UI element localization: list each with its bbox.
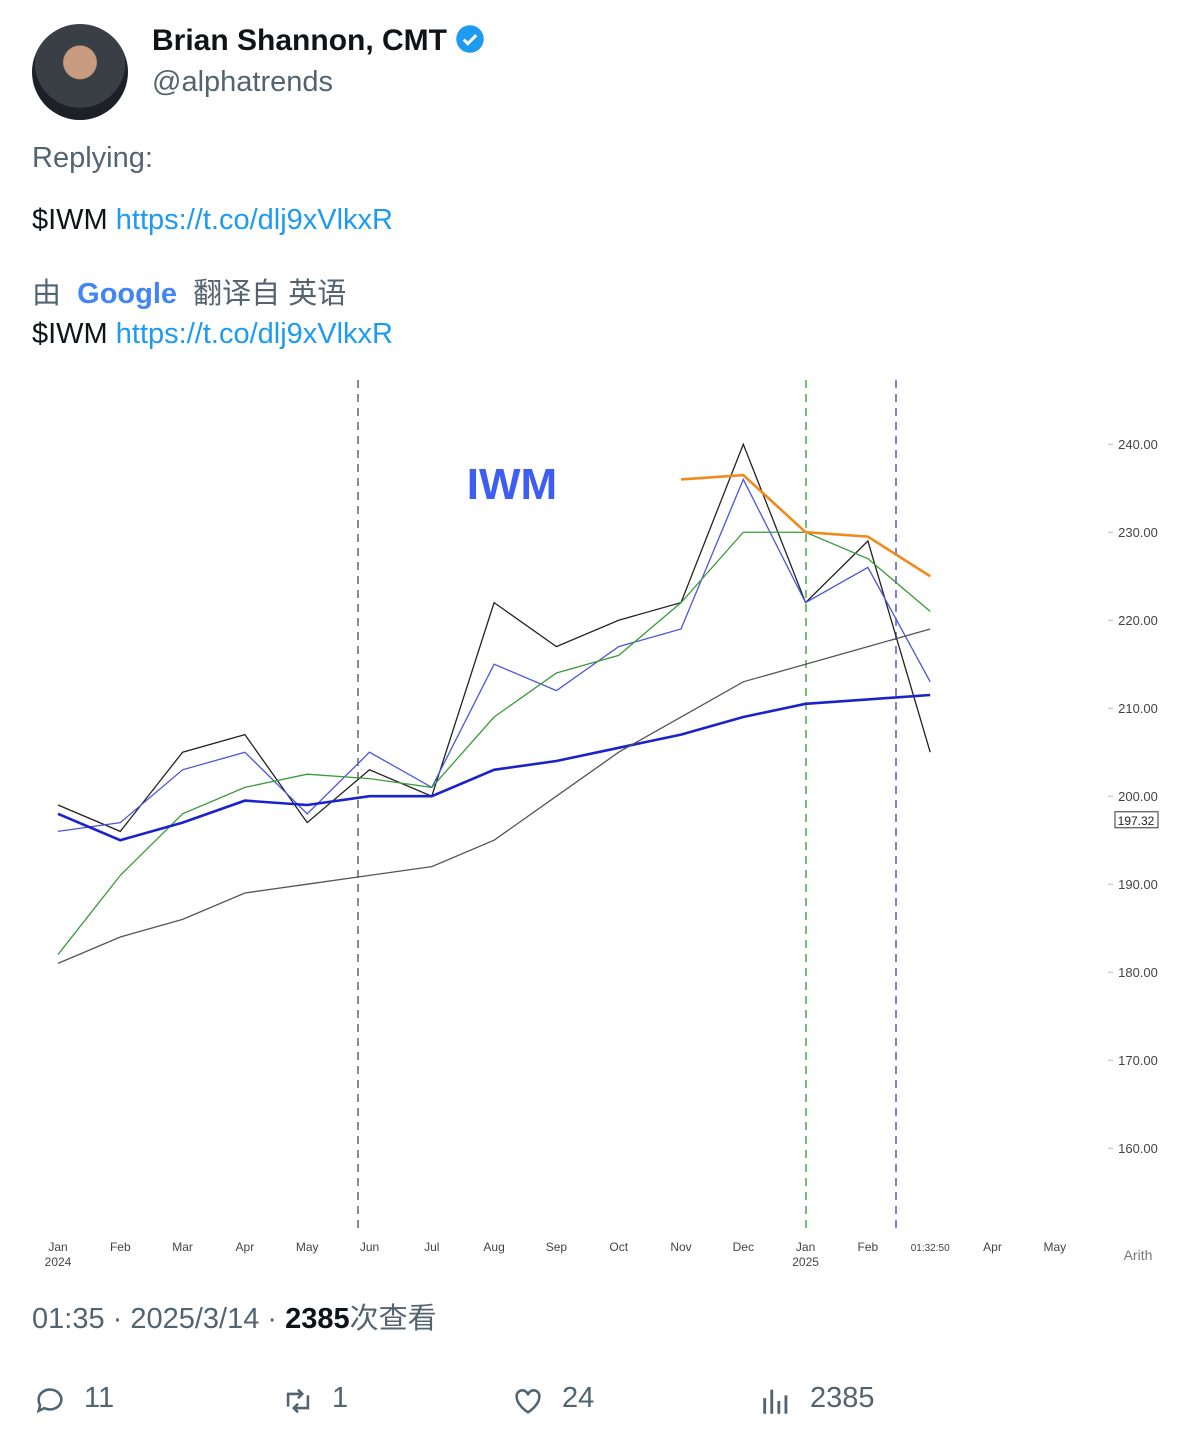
x-tick-label: Feb bbox=[110, 1240, 131, 1254]
x-tick-label: Dec bbox=[733, 1240, 754, 1254]
display-name[interactable]: Brian Shannon, CMT bbox=[152, 24, 485, 58]
x-tick-label: Jan bbox=[48, 1240, 67, 1254]
reply-label: Replying: bbox=[32, 142, 153, 174]
y-tick-label: 160.00 bbox=[1118, 1141, 1158, 1156]
x-tick-label: Oct bbox=[609, 1240, 628, 1254]
x-tick-label: Apr bbox=[236, 1240, 255, 1254]
x-tick-label: Jun bbox=[360, 1240, 379, 1254]
name-text: Brian Shannon, CMT bbox=[152, 24, 447, 57]
like-count: 24 bbox=[562, 1382, 595, 1414]
views-count: 2385 bbox=[285, 1303, 350, 1335]
series-line bbox=[680, 473, 931, 578]
y-tick-label: 190.00 bbox=[1118, 877, 1158, 892]
views-action-count: 2385 bbox=[810, 1382, 875, 1414]
views-icon[interactable] bbox=[758, 1384, 794, 1418]
like-icon[interactable] bbox=[510, 1384, 546, 1418]
x-tick-label: Nov bbox=[670, 1240, 691, 1254]
y-tick-label: 230.00 bbox=[1118, 525, 1158, 540]
series-line bbox=[57, 628, 931, 964]
x-tick-label: Jan bbox=[796, 1240, 815, 1254]
reply-icon[interactable] bbox=[32, 1384, 68, 1418]
translated-from: 翻译自 英语 bbox=[193, 278, 347, 310]
x-tick-label: May bbox=[296, 1240, 319, 1254]
x-tick-label: Jul bbox=[424, 1240, 439, 1254]
google-logo: Google bbox=[77, 278, 178, 310]
link[interactable]: https://t.co/dlj9xVlkxR bbox=[115, 318, 393, 350]
views-suffix: 次查看 bbox=[349, 1303, 437, 1335]
series-line bbox=[57, 442, 931, 833]
series-line bbox=[57, 693, 931, 842]
link[interactable]: https://t.co/dlj9xVlkxR bbox=[115, 204, 393, 236]
x-tick-label: Apr bbox=[983, 1240, 1002, 1254]
time: 01:35 · 2025/3/14 · bbox=[32, 1303, 286, 1335]
repost-count: 1 bbox=[332, 1382, 349, 1414]
x-tick-label: 01:32:50 bbox=[911, 1243, 950, 1254]
y-tick-label: 240.00 bbox=[1118, 437, 1158, 452]
last-price-box bbox=[1114, 811, 1159, 829]
timestamp: 01:35 · 2025/3/14 · 2385次查看 bbox=[32, 1295, 437, 1337]
chart[interactable]: IWM Arith 160.00 170.00 180.00 190.00 200.00… bbox=[0, 375, 1196, 1275]
tweet-text: $IWM https://t.co/dlj9xVlkxR bbox=[32, 204, 393, 237]
x-tick-label: Aug bbox=[483, 1240, 504, 1254]
y-tick-label: 200.00 bbox=[1118, 789, 1158, 804]
last-price-label: 197.32 bbox=[1118, 814, 1155, 828]
reply-count: 11 bbox=[84, 1382, 115, 1414]
y-tick-label: 210.00 bbox=[1118, 701, 1158, 716]
series-line bbox=[57, 477, 931, 833]
y-tick-label: 180.00 bbox=[1118, 965, 1158, 980]
avatar[interactable] bbox=[32, 24, 128, 120]
x-tick-label: May bbox=[1043, 1240, 1066, 1254]
y-tick-label: 220.00 bbox=[1118, 613, 1158, 628]
x-tick-label: Feb bbox=[858, 1240, 879, 1254]
year-label: 2025 bbox=[792, 1255, 819, 1269]
by: 由 bbox=[32, 278, 62, 310]
scale-label: Arith bbox=[1124, 1247, 1153, 1263]
translated-text: $IWM https://t.co/dlj9xVlkxR bbox=[32, 318, 393, 351]
x-tick-label: Mar bbox=[172, 1240, 193, 1254]
chart-title: IWM bbox=[467, 460, 557, 509]
ticker: $IWM bbox=[32, 204, 108, 236]
repost-icon[interactable] bbox=[280, 1384, 316, 1418]
year-label: 2024 bbox=[45, 1255, 72, 1269]
translate-line: 由 Google 翻译自 英语 bbox=[32, 270, 346, 312]
series-line bbox=[57, 531, 931, 955]
handle[interactable]: @alphatrends bbox=[152, 66, 333, 98]
x-tick-label: Sep bbox=[546, 1240, 568, 1254]
verified-badge bbox=[456, 25, 485, 53]
y-tick-label: 170.00 bbox=[1118, 1053, 1158, 1068]
ticker: $IWM bbox=[32, 318, 108, 350]
